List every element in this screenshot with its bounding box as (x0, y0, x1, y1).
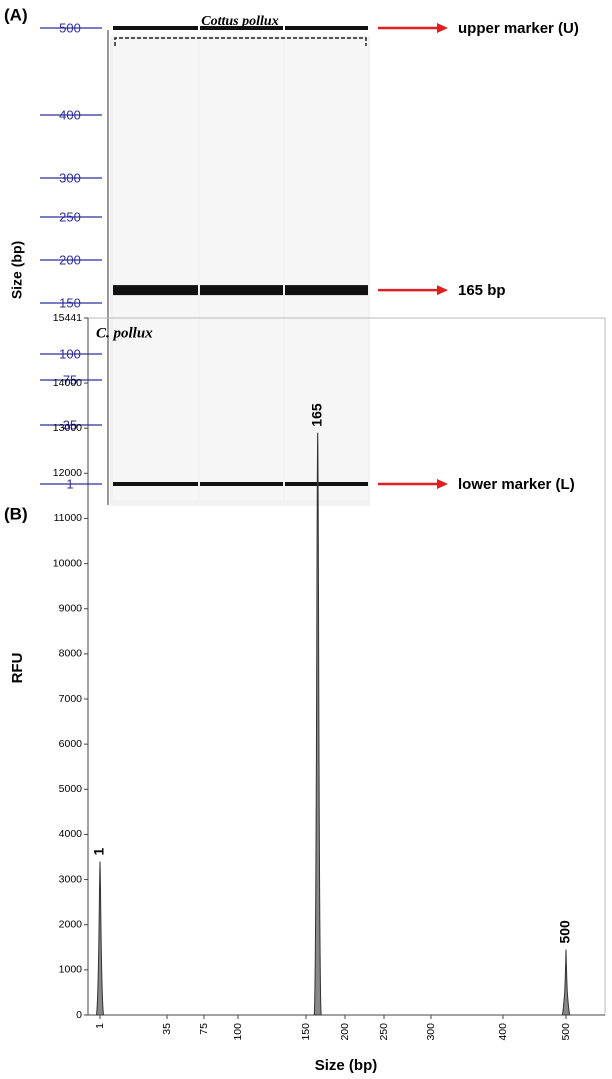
x-tick-label: 400 (497, 1023, 509, 1041)
ladder-label: 100 (59, 346, 81, 361)
x-tick-label: 300 (425, 1023, 437, 1041)
x-tick-label: 75 (198, 1023, 210, 1035)
band (113, 482, 198, 486)
peak (314, 433, 321, 1015)
band (200, 482, 283, 486)
ladder-label: 200 (59, 252, 81, 267)
y-tick-label: 15441 (53, 312, 82, 324)
band (285, 285, 368, 295)
arrow-head (437, 23, 448, 33)
y-axis-label: RFU (9, 653, 26, 684)
x-tick-label: 250 (378, 1023, 390, 1041)
arrow-head (437, 285, 448, 295)
ladder-label: 150 (59, 295, 81, 310)
y-tick-label: 13000 (53, 422, 82, 434)
band (285, 26, 368, 30)
band (113, 285, 198, 295)
x-tick-label: 100 (232, 1023, 244, 1041)
y-tick-label: 2000 (59, 919, 83, 931)
y-tick-label: 6000 (59, 738, 83, 750)
peak-label: 165 (308, 403, 324, 427)
y-tick-label: 0 (76, 1009, 82, 1021)
ladder-label: 500 (59, 20, 81, 35)
x-tick-label: 200 (339, 1023, 351, 1041)
y-tick-label: 4000 (59, 828, 83, 840)
ladder-label: 300 (59, 170, 81, 185)
x-tick-label: 150 (300, 1023, 312, 1041)
y-tick-label: 14000 (53, 377, 82, 389)
band (200, 285, 283, 295)
x-tick-label: 35 (161, 1023, 173, 1035)
peak (563, 950, 570, 1015)
band-label: 165 bp (458, 282, 506, 299)
lane (113, 40, 198, 500)
figure: (A)Cottus polluxSize (bp)500400300250200… (0, 0, 612, 1079)
panel-label: (A) (4, 5, 28, 24)
x-tick-label: 500 (560, 1023, 572, 1041)
y-tick-label: 12000 (53, 467, 82, 479)
y-tick-label: 1000 (59, 964, 83, 976)
y-tick-label: 8000 (59, 648, 83, 660)
y-tick-label: 11000 (54, 512, 83, 524)
band-label: upper marker (U) (458, 20, 579, 37)
ladder-label: 250 (59, 209, 81, 224)
arrow-head (437, 479, 448, 489)
y-tick-label: 7000 (59, 693, 83, 705)
x-axis-label: Size (bp) (315, 1057, 378, 1074)
ladder-label: 400 (59, 107, 81, 122)
x-tick-label: 1 (94, 1023, 106, 1029)
lane (285, 40, 368, 500)
y-tick-label: 3000 (59, 873, 83, 885)
band (200, 26, 283, 30)
peak-label: 500 (557, 920, 573, 944)
plot-title: C. pollux (96, 325, 153, 341)
y-axis-label: Size (bp) (9, 241, 25, 299)
panel-label: (B) (4, 504, 28, 523)
band-label: lower marker (L) (458, 476, 575, 493)
lane (200, 40, 283, 500)
y-tick-label: 10000 (53, 557, 82, 569)
y-tick-label: 5000 (59, 783, 83, 795)
band (285, 482, 368, 486)
peak (97, 862, 104, 1015)
y-tick-label: 9000 (59, 603, 83, 615)
band (113, 26, 198, 30)
peak-label: 1 (91, 848, 107, 856)
page: (A)Cottus polluxSize (bp)500400300250200… (0, 0, 612, 1079)
